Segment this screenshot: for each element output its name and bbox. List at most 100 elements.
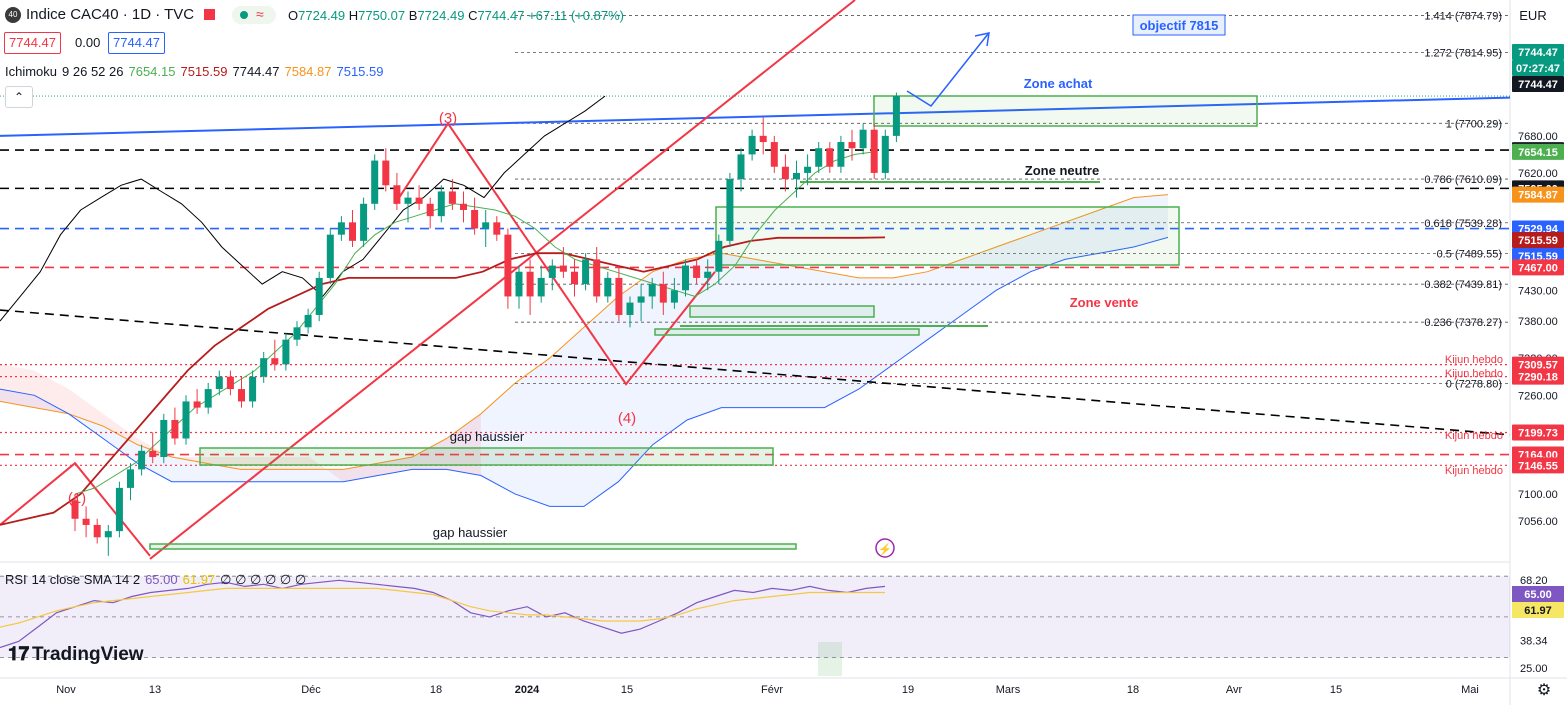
- candle: [238, 376, 245, 408]
- candle: [460, 191, 467, 223]
- ichimoku-params: 9 26 52 26: [62, 64, 124, 79]
- candle-body: [260, 358, 268, 377]
- ichimoku-kijun: 7515.59: [180, 64, 228, 79]
- candle-body: [115, 487, 123, 532]
- lightning-glyph: ⚡: [878, 543, 892, 556]
- candle-body: [748, 135, 756, 155]
- ichimoku-cloud-bearish: [0, 364, 481, 482]
- candle: [870, 123, 878, 180]
- candle: [437, 185, 445, 223]
- ichimoku-legend[interactable]: Ichimoku 9 26 52 26 7654.15 7515.59 7744.47 7…: [5, 64, 388, 79]
- rsi-axis-tick: 68.20: [1520, 575, 1548, 587]
- candle-body: [504, 234, 512, 297]
- market-status-pill[interactable]: ≈: [232, 6, 276, 24]
- gap-haussier-box-2: [149, 543, 797, 550]
- price-badge: 7744.47: [1512, 44, 1564, 60]
- candle-body: [337, 222, 345, 235]
- candle-body: [759, 135, 767, 143]
- candle: [881, 129, 889, 180]
- candle-body: [249, 376, 257, 402]
- candle: [393, 172, 401, 210]
- candle: [770, 135, 778, 173]
- spread-value: 0.00: [75, 35, 101, 50]
- candle: [104, 524, 112, 556]
- candle-body: [215, 376, 223, 390]
- ichimoku-name: Ichimoku: [5, 64, 58, 79]
- price-axis-tick: 7056.00: [1518, 516, 1558, 528]
- candle: [715, 234, 723, 285]
- rsi-legend[interactable]: RSI 14 close SMA 14 2 65.00 61.97 ∅ ∅ ∅ ∅ ∅ …: [5, 572, 311, 588]
- ohlc-values: O7724.49 H7750.07 B7724.49 C7744.47 +67.…: [288, 8, 624, 23]
- candle-body: [837, 142, 845, 167]
- candle: [160, 413, 168, 464]
- candle: [282, 333, 290, 371]
- candle: [604, 271, 612, 303]
- price-badge-text: 7584.87: [1518, 190, 1558, 202]
- buy-button[interactable]: 7744.47: [108, 32, 165, 54]
- zone-vente-box: [715, 206, 1180, 266]
- sell-button[interactable]: 7744.47: [4, 32, 61, 54]
- candle-body: [593, 259, 601, 297]
- candle-body: [371, 160, 379, 204]
- candle-body: [715, 240, 723, 272]
- candle-body: [82, 518, 90, 525]
- candle-body: [448, 191, 456, 204]
- wave-icon: ≈: [256, 6, 264, 22]
- candle-body: [104, 531, 112, 538]
- candle: [271, 339, 279, 371]
- time-axis-tick: Mai: [1461, 684, 1479, 696]
- candle-body: [127, 469, 134, 488]
- price-badge: 7467.00: [1512, 259, 1564, 276]
- rsi-axis-tick: 25.00: [1520, 663, 1548, 675]
- time-axis-tick: Avr: [1226, 684, 1243, 696]
- wave-1-lines: [0, 461, 151, 557]
- collapse-legend-button[interactable]: ⌃: [5, 86, 33, 108]
- price-badge-text: 07:27:47: [1516, 63, 1560, 75]
- zone-vente-label: Zone vente: [1070, 295, 1139, 310]
- price-badge-bg: [1512, 60, 1564, 76]
- candle-body: [682, 265, 689, 291]
- candle-body: [548, 265, 556, 278]
- time-axis-tick: 15: [1330, 684, 1342, 696]
- price-badge-bg: [1512, 186, 1564, 203]
- gap-haussier-label-2: gap haussier: [433, 525, 508, 540]
- candle-body: [870, 129, 878, 173]
- flag-icon[interactable]: [204, 9, 215, 20]
- small-zone-1: [689, 305, 875, 318]
- candle: [693, 259, 701, 285]
- candle-body: [282, 339, 290, 365]
- symbol-title[interactable]: Indice CAC40 · 1D · TVC: [26, 6, 195, 23]
- candle-body: [426, 203, 434, 217]
- currency-selector[interactable]: EUR: [1519, 8, 1547, 23]
- candle-body: [559, 265, 567, 272]
- candle-body: [881, 135, 889, 173]
- price-badge-bg: [1512, 143, 1564, 160]
- ichimoku-span-a: 7584.87: [284, 64, 332, 79]
- candle: [82, 506, 90, 538]
- candle: [748, 129, 756, 161]
- candle: [171, 407, 179, 445]
- small-zone-3: [654, 328, 920, 336]
- event-lightning-icon: [875, 538, 895, 558]
- candle-body: [182, 401, 190, 439]
- candle-body: [71, 500, 79, 519]
- time-axis-tick: 15: [621, 684, 633, 696]
- chart-header: 40 Indice CAC40 · 1D · TVC ≈ O7724.49 H7…: [0, 0, 1510, 30]
- candle: [249, 370, 257, 408]
- candle-body: [326, 234, 334, 278]
- time-axis-tick: Nov: [56, 684, 76, 696]
- candle-body: [582, 259, 590, 285]
- fib-level-label: 0.382 (7439.81): [1424, 279, 1502, 291]
- candle-body: [171, 419, 179, 439]
- candle: [204, 382, 212, 414]
- settings-gear-icon[interactable]: ⚙: [1536, 682, 1552, 699]
- candle: [559, 247, 567, 278]
- candle-body: [460, 203, 467, 210]
- candle-body: [315, 277, 323, 315]
- high-value: 7750.07: [358, 8, 406, 23]
- fib-level-label: 0.786 (7610.09): [1424, 174, 1502, 186]
- candle-body: [226, 376, 234, 390]
- price-axis-tick: 7380.00: [1518, 316, 1558, 328]
- price-badge-text: 7744.47: [1518, 47, 1558, 59]
